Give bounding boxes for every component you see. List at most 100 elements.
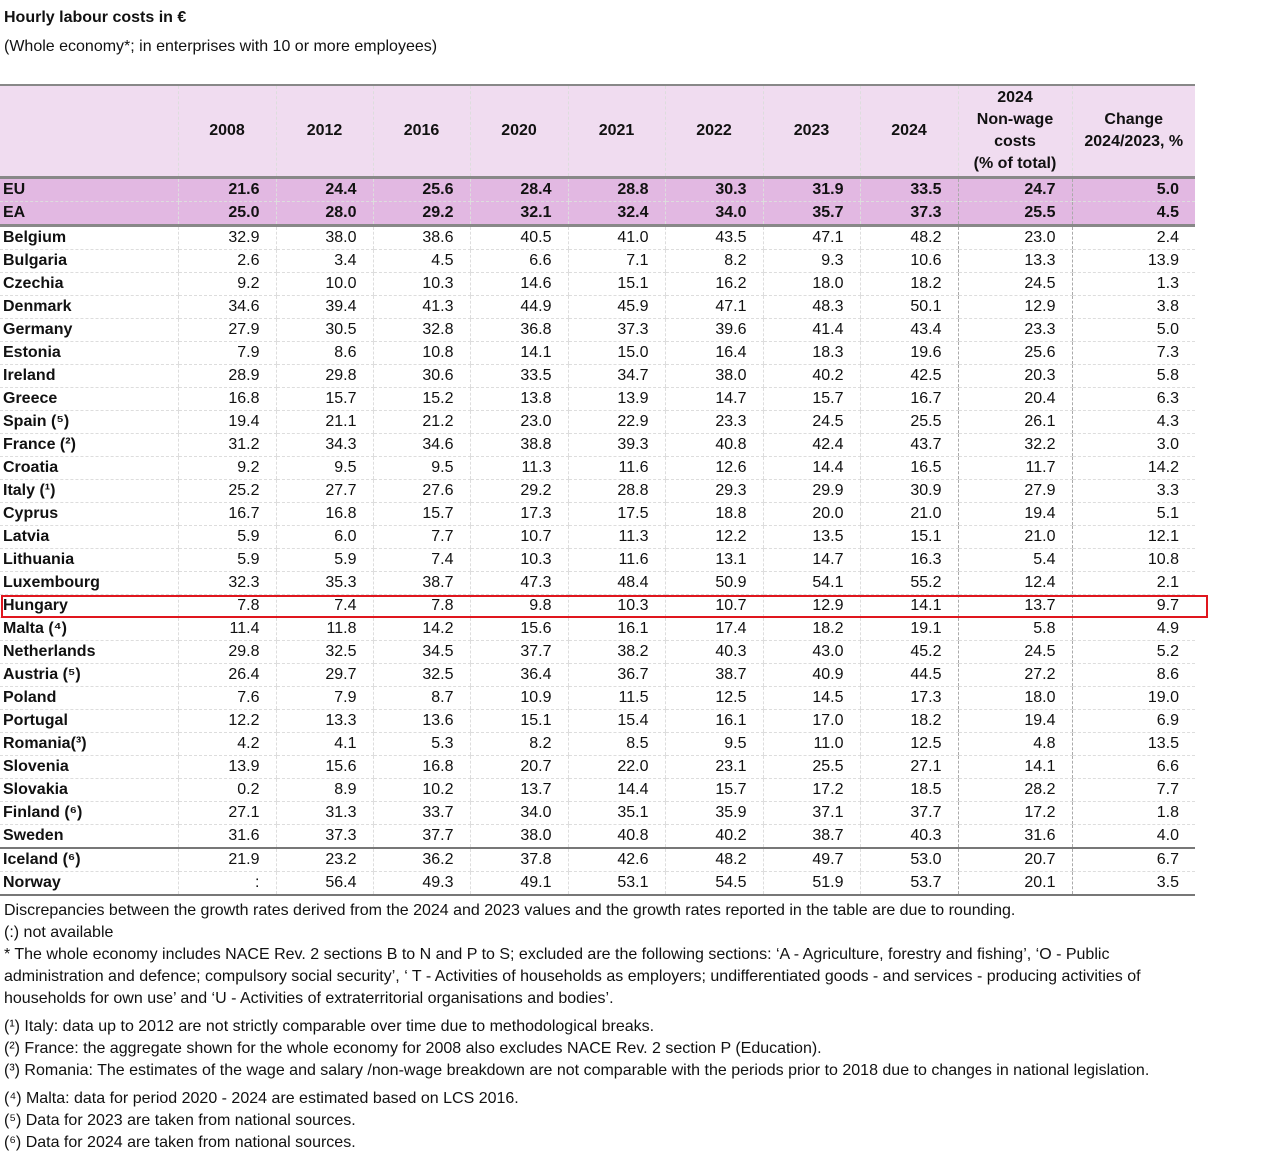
table-row: EU 21.6 24.4 25.6 28.4 28.8 30.3 31.9 33.5 24.7 5.… (0, 177, 1195, 202)
table-cell: 32.9 (177, 225, 276, 250)
table-cell: 24.7 (957, 177, 1072, 202)
table-row: Germany 27.9 30.5 32.8 36.8 37.3 39.6 41.4 43.4 2… (0, 318, 1195, 342)
footnote-3: (³) Romania: The estimates of the wage a… (4, 1062, 1150, 1079)
table-cell: 36.4 (469, 663, 568, 687)
table-cell: 10.0 (275, 272, 373, 296)
header-country (0, 84, 178, 179)
table-cell: 1.8 (1071, 801, 1195, 825)
row-label: Malta (⁴) (0, 617, 178, 641)
table-cell: 28.2 (957, 778, 1072, 802)
table-cell: 50.1 (859, 295, 958, 319)
table-cell: 14.4 (762, 456, 860, 480)
table-cell: 1.3 (1071, 272, 1195, 296)
table-cell: 7.4 (372, 548, 470, 572)
table-cell: 15.4 (567, 709, 665, 733)
table-cell: 36.7 (567, 663, 665, 687)
table-cell: 11.8 (275, 617, 373, 641)
row-label: Czechia (0, 272, 178, 296)
table-cell: 22.9 (567, 410, 665, 434)
table-cell: 15.0 (567, 341, 665, 365)
table-row: Estonia 7.9 8.6 10.8 14.1 15.0 16.4 18.3 19.6 25.… (0, 341, 1195, 365)
table-cell: 31.9 (762, 177, 860, 202)
table-cell: 38.7 (762, 824, 860, 849)
table-cell: 17.0 (762, 709, 860, 733)
table-cell: 26.4 (177, 663, 276, 687)
table-cell: 22.0 (567, 755, 665, 779)
table-cell: 37.1 (762, 801, 860, 825)
table-cell: 20.3 (957, 364, 1072, 388)
table-cell: 7.7 (372, 525, 470, 549)
table-cell: 2.4 (1071, 225, 1195, 250)
table-cell: 23.0 (469, 410, 568, 434)
table-cell: 31.6 (957, 824, 1072, 849)
table-cell: 23.2 (275, 847, 373, 872)
table-cell: 31.2 (177, 433, 276, 457)
footnote-1: (¹) Italy: data up to 2012 are not stric… (4, 1018, 655, 1035)
table-row: Austria (⁵) 26.4 29.7 32.5 36.4 36.7 38.7 40.9 4… (0, 663, 1195, 687)
table-cell: 56.4 (275, 871, 373, 896)
table-cell: 45.9 (567, 295, 665, 319)
column-header: 2024 Non-wage costs (% of total) (957, 84, 1072, 179)
table-cell: 13.9 (567, 387, 665, 411)
table-cell: 49.7 (762, 847, 860, 872)
table-cell: 29.3 (664, 479, 763, 503)
table-cell: 29.2 (469, 479, 568, 503)
table-cell: 23.3 (664, 410, 763, 434)
table-cell: 38.7 (664, 663, 763, 687)
table-row: Latvia 5.9 6.0 7.7 10.7 11.3 12.2 13.5 15.1 21.0 1… (0, 525, 1195, 549)
table-cell: 42.5 (859, 364, 958, 388)
table-cell: 30.9 (859, 479, 958, 503)
table-cell: 10.7 (664, 594, 763, 618)
table-row: Italy (¹) 25.2 27.7 27.6 29.2 28.8 29.3 29.9 30.… (0, 479, 1195, 503)
footnote-4: (⁴) Malta: data for period 2020 - 2024 a… (4, 1090, 519, 1107)
table-cell: 21.2 (372, 410, 470, 434)
table-cell: 12.4 (957, 571, 1072, 595)
table-row: Cyprus 16.7 16.8 15.7 17.3 17.5 18.8 20.0 21.0 19… (0, 502, 1195, 526)
table-cell: 15.1 (567, 272, 665, 296)
table-cell: 54.5 (664, 871, 763, 896)
table-cell: 15.7 (372, 502, 470, 526)
table-row: Lithuania 5.9 5.9 7.4 10.3 11.6 13.1 14.7 16.3 5.… (0, 548, 1195, 572)
table-cell: 27.2 (957, 663, 1072, 687)
table-cell: 39.6 (664, 318, 763, 342)
table-cell: 53.1 (567, 871, 665, 896)
table-cell: 34.6 (177, 295, 276, 319)
table-cell: 41.4 (762, 318, 860, 342)
table-row: Hungary 7.8 7.4 7.8 9.8 10.3 10.7 12.9 14.1 13.7 9… (0, 594, 1195, 618)
table-cell: 8.6 (275, 341, 373, 365)
footnotes: Discrepancies between the growth rates d… (4, 900, 1204, 1154)
table-cell: 41.3 (372, 295, 470, 319)
table-cell: 17.4 (664, 617, 763, 641)
table-cell: 7.1 (567, 249, 665, 273)
table-cell: 6.6 (469, 249, 568, 273)
table-cell: 47.3 (469, 571, 568, 595)
table-cell: 13.5 (762, 525, 860, 549)
table-cell: 39.4 (275, 295, 373, 319)
table-row: EA 25.0 28.0 29.2 32.1 32.4 34.0 35.7 37.3 25.5 4.… (0, 201, 1195, 227)
table-cell: 34.3 (275, 433, 373, 457)
table-cell: 4.3 (1071, 410, 1195, 434)
table-cell: 33.5 (469, 364, 568, 388)
table-cell: 43.5 (664, 225, 763, 250)
table-cell: 20.7 (469, 755, 568, 779)
row-label: Iceland (⁶) (0, 847, 178, 872)
table-cell: 25.5 (762, 755, 860, 779)
table-cell: 32.1 (469, 201, 568, 227)
table-cell: 34.7 (567, 364, 665, 388)
column-header: 2012 (275, 84, 373, 179)
table-row: Portugal 12.2 13.3 13.6 15.1 15.4 16.1 17.0 18.2… (0, 709, 1195, 733)
table-cell: 8.6 (1071, 663, 1195, 687)
row-label: Italy (¹) (0, 479, 178, 503)
column-header: 2023 (762, 84, 860, 179)
table-cell: 27.9 (177, 318, 276, 342)
table-row: Poland 7.6 7.9 8.7 10.9 11.5 12.5 14.5 17.3 18.0 1… (0, 686, 1195, 710)
table-subtitle: (Whole economy*; in enterprises with 10 … (4, 38, 438, 55)
row-label: Hungary (0, 594, 178, 618)
table-cell: 5.3 (372, 732, 470, 756)
table-row: Ireland 28.9 29.8 30.6 33.5 34.7 38.0 40.2 42.5 2… (0, 364, 1195, 388)
table-cell: 14.7 (762, 548, 860, 572)
table-row: Finland (⁶) 27.1 31.3 33.7 34.0 35.1 35.9 37.1 3… (0, 801, 1195, 825)
table-cell: 53.0 (859, 847, 958, 872)
row-label: France (²) (0, 433, 178, 457)
table-cell: 8.9 (275, 778, 373, 802)
